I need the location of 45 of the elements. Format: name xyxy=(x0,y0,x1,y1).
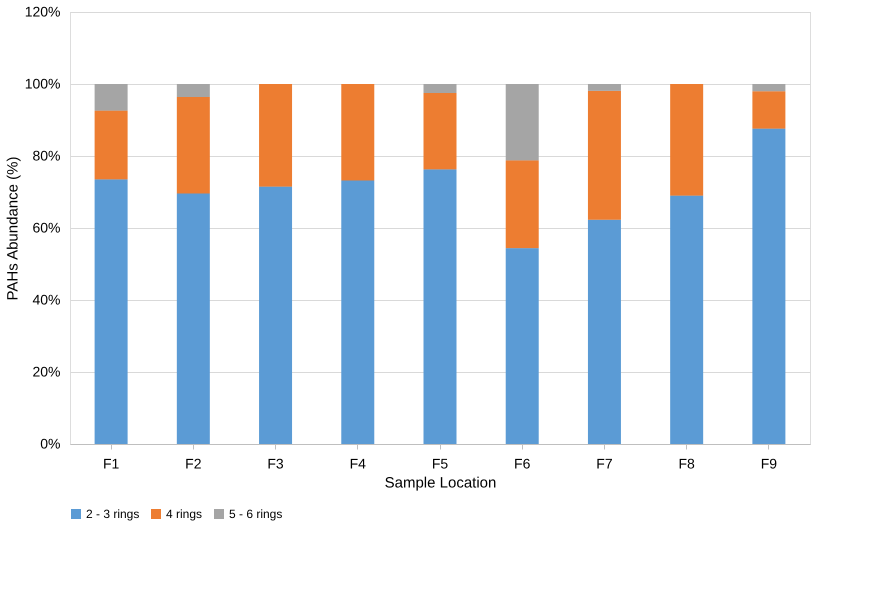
bar xyxy=(424,93,456,170)
x-tick-label: F4 xyxy=(350,456,366,472)
x-tick-label: F1 xyxy=(102,456,120,472)
x-tick-label: F5 xyxy=(432,456,448,472)
bar xyxy=(588,90,621,220)
bar xyxy=(506,248,539,444)
legend-label: 5 - 6 rings xyxy=(229,507,282,521)
bar xyxy=(670,196,704,444)
bar xyxy=(259,84,292,187)
bar xyxy=(94,179,128,444)
bar xyxy=(588,84,621,91)
bar xyxy=(506,84,539,160)
bar xyxy=(176,84,210,97)
y-tick-label: 60% xyxy=(32,220,60,236)
x-tick-label: F2 xyxy=(185,456,202,472)
bar xyxy=(424,84,456,93)
y-tick-label: 80% xyxy=(32,148,60,164)
bar xyxy=(259,186,292,444)
y-tick-label: 20% xyxy=(32,364,60,380)
y-tick-label: 100% xyxy=(24,76,60,92)
bar xyxy=(341,84,374,180)
x-tick-label: F7 xyxy=(596,456,613,472)
legend-label: 4 rings xyxy=(166,507,202,521)
bar xyxy=(176,96,210,194)
x-tick-label: F3 xyxy=(267,456,284,472)
bar xyxy=(341,180,374,444)
x-axis-title: Sample Location xyxy=(384,474,496,492)
y-axis-title: PAHs Abundance (%) xyxy=(4,156,22,300)
bar xyxy=(94,84,128,111)
x-tick-label: F9 xyxy=(760,456,778,472)
bar xyxy=(752,84,786,92)
y-tick-label: 120% xyxy=(24,4,60,20)
x-tick-label: F6 xyxy=(514,456,531,472)
x-tick-label: F8 xyxy=(678,456,696,472)
bar xyxy=(752,91,786,129)
bar xyxy=(752,128,786,444)
y-tick-label: 0% xyxy=(40,436,60,452)
bar xyxy=(588,220,621,444)
bar xyxy=(176,193,210,444)
bar xyxy=(94,110,128,180)
legend-label: 2 - 3 rings xyxy=(86,507,140,521)
bar xyxy=(506,160,539,248)
bar xyxy=(424,169,456,444)
y-tick-label: 40% xyxy=(32,292,60,308)
bar xyxy=(670,84,704,196)
